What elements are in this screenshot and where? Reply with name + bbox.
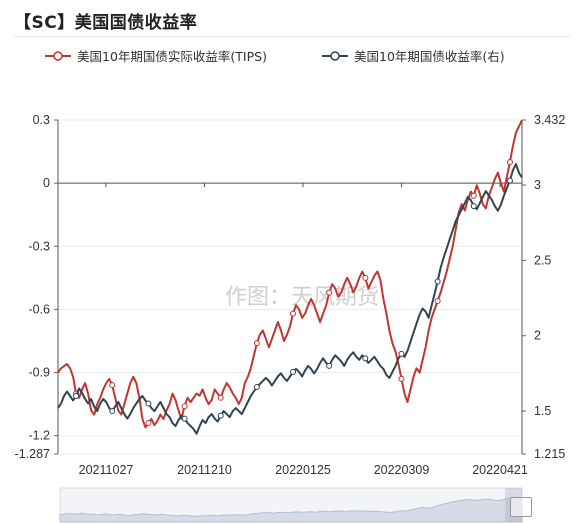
data-point-tips — [326, 289, 333, 296]
data-point-nominal — [109, 408, 116, 415]
zoom-preview-area — [59, 496, 523, 523]
x-tick-label: 20220421 — [472, 463, 528, 477]
data-point-tips — [362, 274, 369, 281]
y-left-tick-label: -0.3 — [28, 239, 50, 253]
legend-label-nominal: 美国10年期国债收益率(右) — [354, 49, 505, 64]
data-point-tips — [253, 340, 260, 347]
corner-badge-icon — [510, 497, 532, 517]
chart-title: 【SC】美国国债收益率 — [14, 13, 198, 33]
series-lines — [57, 119, 523, 435]
x-tick-label: 20220309 — [374, 463, 430, 477]
series-line-tips — [57, 119, 523, 429]
y-left-tick-label: -1.287 — [15, 447, 50, 461]
data-point-nominal — [73, 392, 80, 399]
y-right-tick-label: 3 — [534, 178, 541, 192]
x-tick-label: 20220125 — [275, 463, 331, 477]
y-left-tick-label: 0.3 — [33, 113, 50, 127]
series-line-nominal — [57, 163, 523, 435]
data-point-nominal — [398, 350, 405, 357]
y-left-tick-label: -1.2 — [28, 429, 50, 443]
data-point-tips — [434, 297, 441, 304]
data-point-tips — [506, 159, 513, 166]
tick-labels: 0.3 0 -0.3 -0.6 -0.9 -1.2 -1.287 3.432 3 2.5 2 1.5 1… — [15, 113, 566, 477]
zoom-slider[interactable] — [59, 487, 523, 523]
y-left-tick-label: 0 — [43, 176, 50, 190]
data-point-tips — [109, 382, 116, 389]
data-point-nominal — [217, 412, 224, 419]
data-point-nominal — [290, 368, 297, 375]
data-point-tips — [470, 192, 477, 199]
data-point-nominal — [362, 355, 369, 362]
data-point-nominal — [470, 203, 477, 210]
data-point-nominal — [253, 383, 260, 390]
y-right-tick-label: 2.5 — [534, 253, 551, 267]
y-left-tick-label: -0.6 — [28, 302, 50, 316]
data-point-nominal — [506, 177, 513, 184]
y-right-tick-label: 1.5 — [534, 404, 551, 418]
y-left-tick-label: -0.9 — [28, 366, 50, 380]
y-right-tick-label: 2 — [534, 329, 541, 343]
data-point-nominal — [434, 278, 441, 285]
data-point-tips — [290, 310, 297, 317]
legend-label-tips: 美国10年期国债实际收益率(TIPS) — [77, 49, 267, 64]
watermark: 作图：天风期货 — [225, 284, 379, 309]
data-point-tips — [181, 403, 188, 410]
data-point-nominal — [145, 400, 152, 407]
title-divider — [14, 36, 570, 37]
data-point-tips — [217, 394, 224, 401]
legend-item-tips[interactable]: 美国10年期国债实际收益率(TIPS) — [44, 46, 267, 65]
data-point-tips — [145, 420, 152, 427]
axes — [54, 119, 526, 455]
data-point-tips — [398, 375, 405, 382]
legend-marker-tips-icon — [45, 50, 71, 61]
legend-marker-nominal-icon — [322, 50, 348, 61]
data-point-nominal — [181, 415, 188, 422]
x-tick-label: 20211027 — [79, 463, 134, 477]
y-right-tick-label: 3.432 — [534, 113, 565, 127]
x-tick-label: 20211210 — [177, 463, 232, 477]
chart-legend: 美国10年期国债实际收益率(TIPS) 美国10年期国债收益率(右) — [0, 46, 583, 68]
data-point-nominal — [326, 362, 333, 369]
legend-item-nominal[interactable]: 美国10年期国债收益率(右) — [321, 46, 505, 65]
y-right-tick-label: 1.215 — [534, 447, 565, 461]
